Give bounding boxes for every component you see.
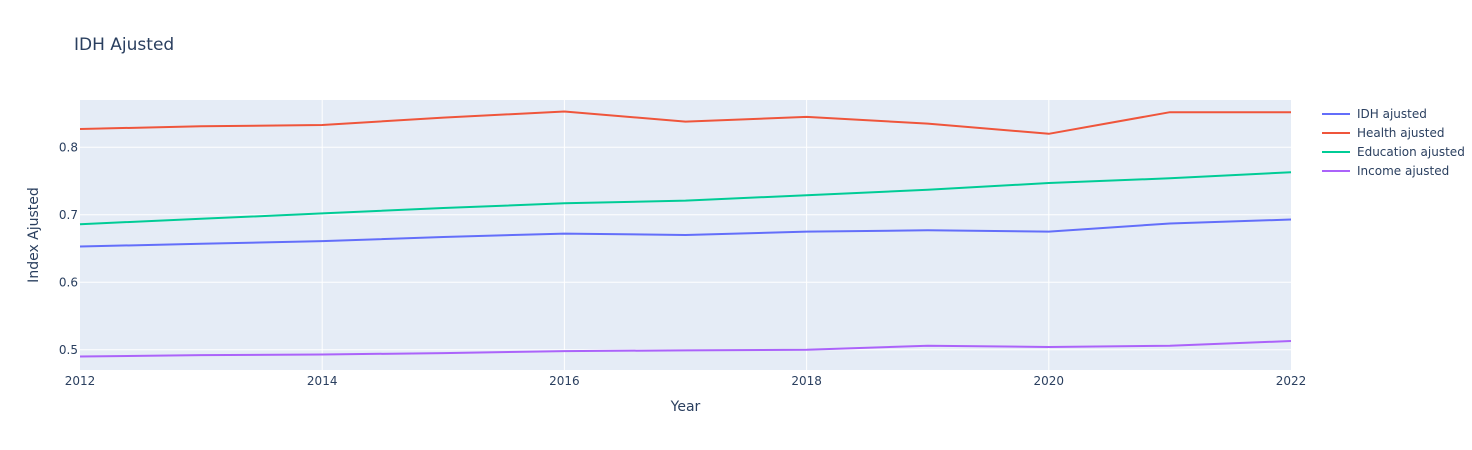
y-axis-ticks: 0.5 0.6 0.7 0.8 [59, 140, 78, 357]
y-tick-label: 0.5 [59, 343, 78, 357]
y-tick-label: 0.7 [59, 208, 78, 222]
legend-item[interactable]: Education ajusted [1322, 145, 1465, 159]
legend-item[interactable]: Health ajusted [1322, 126, 1444, 140]
series-line-health-ajusted[interactable] [79, 110, 1291, 135]
series-line-education-ajusted[interactable] [79, 171, 1292, 226]
x-axis-ticks: 2012 2014 2016 2018 2020 2022 [65, 374, 1307, 388]
legend-label: Education ajusted [1357, 145, 1465, 159]
x-tick-label: 2012 [65, 374, 96, 388]
x-tick-label: 2016 [549, 374, 580, 388]
legend-item[interactable]: IDH ajusted [1322, 107, 1427, 121]
y-axis-title: Index Ajusted [26, 187, 42, 283]
legend[interactable]: IDH ajusted Health ajusted Education ajust… [1322, 107, 1465, 178]
chart-title: IDH Ajusted [74, 35, 174, 55]
y-tick-label: 0.8 [59, 140, 78, 154]
x-tick-label: 2022 [1276, 374, 1307, 388]
x-tick-label: 2018 [791, 374, 822, 388]
x-tick-label: 2014 [307, 374, 338, 388]
legend-label: Income ajusted [1357, 164, 1449, 178]
legend-label: IDH ajusted [1357, 107, 1427, 121]
x-axis-title: Year [670, 399, 701, 415]
series-line-income-ajusted[interactable] [79, 340, 1292, 358]
x-tick-label: 2020 [1034, 374, 1065, 388]
legend-label: Health ajusted [1357, 126, 1444, 140]
legend-item[interactable]: Income ajusted [1322, 164, 1449, 178]
series-lines [79, 110, 1292, 358]
series-line-idh-ajusted[interactable] [79, 218, 1292, 248]
y-tick-label: 0.6 [59, 275, 78, 289]
